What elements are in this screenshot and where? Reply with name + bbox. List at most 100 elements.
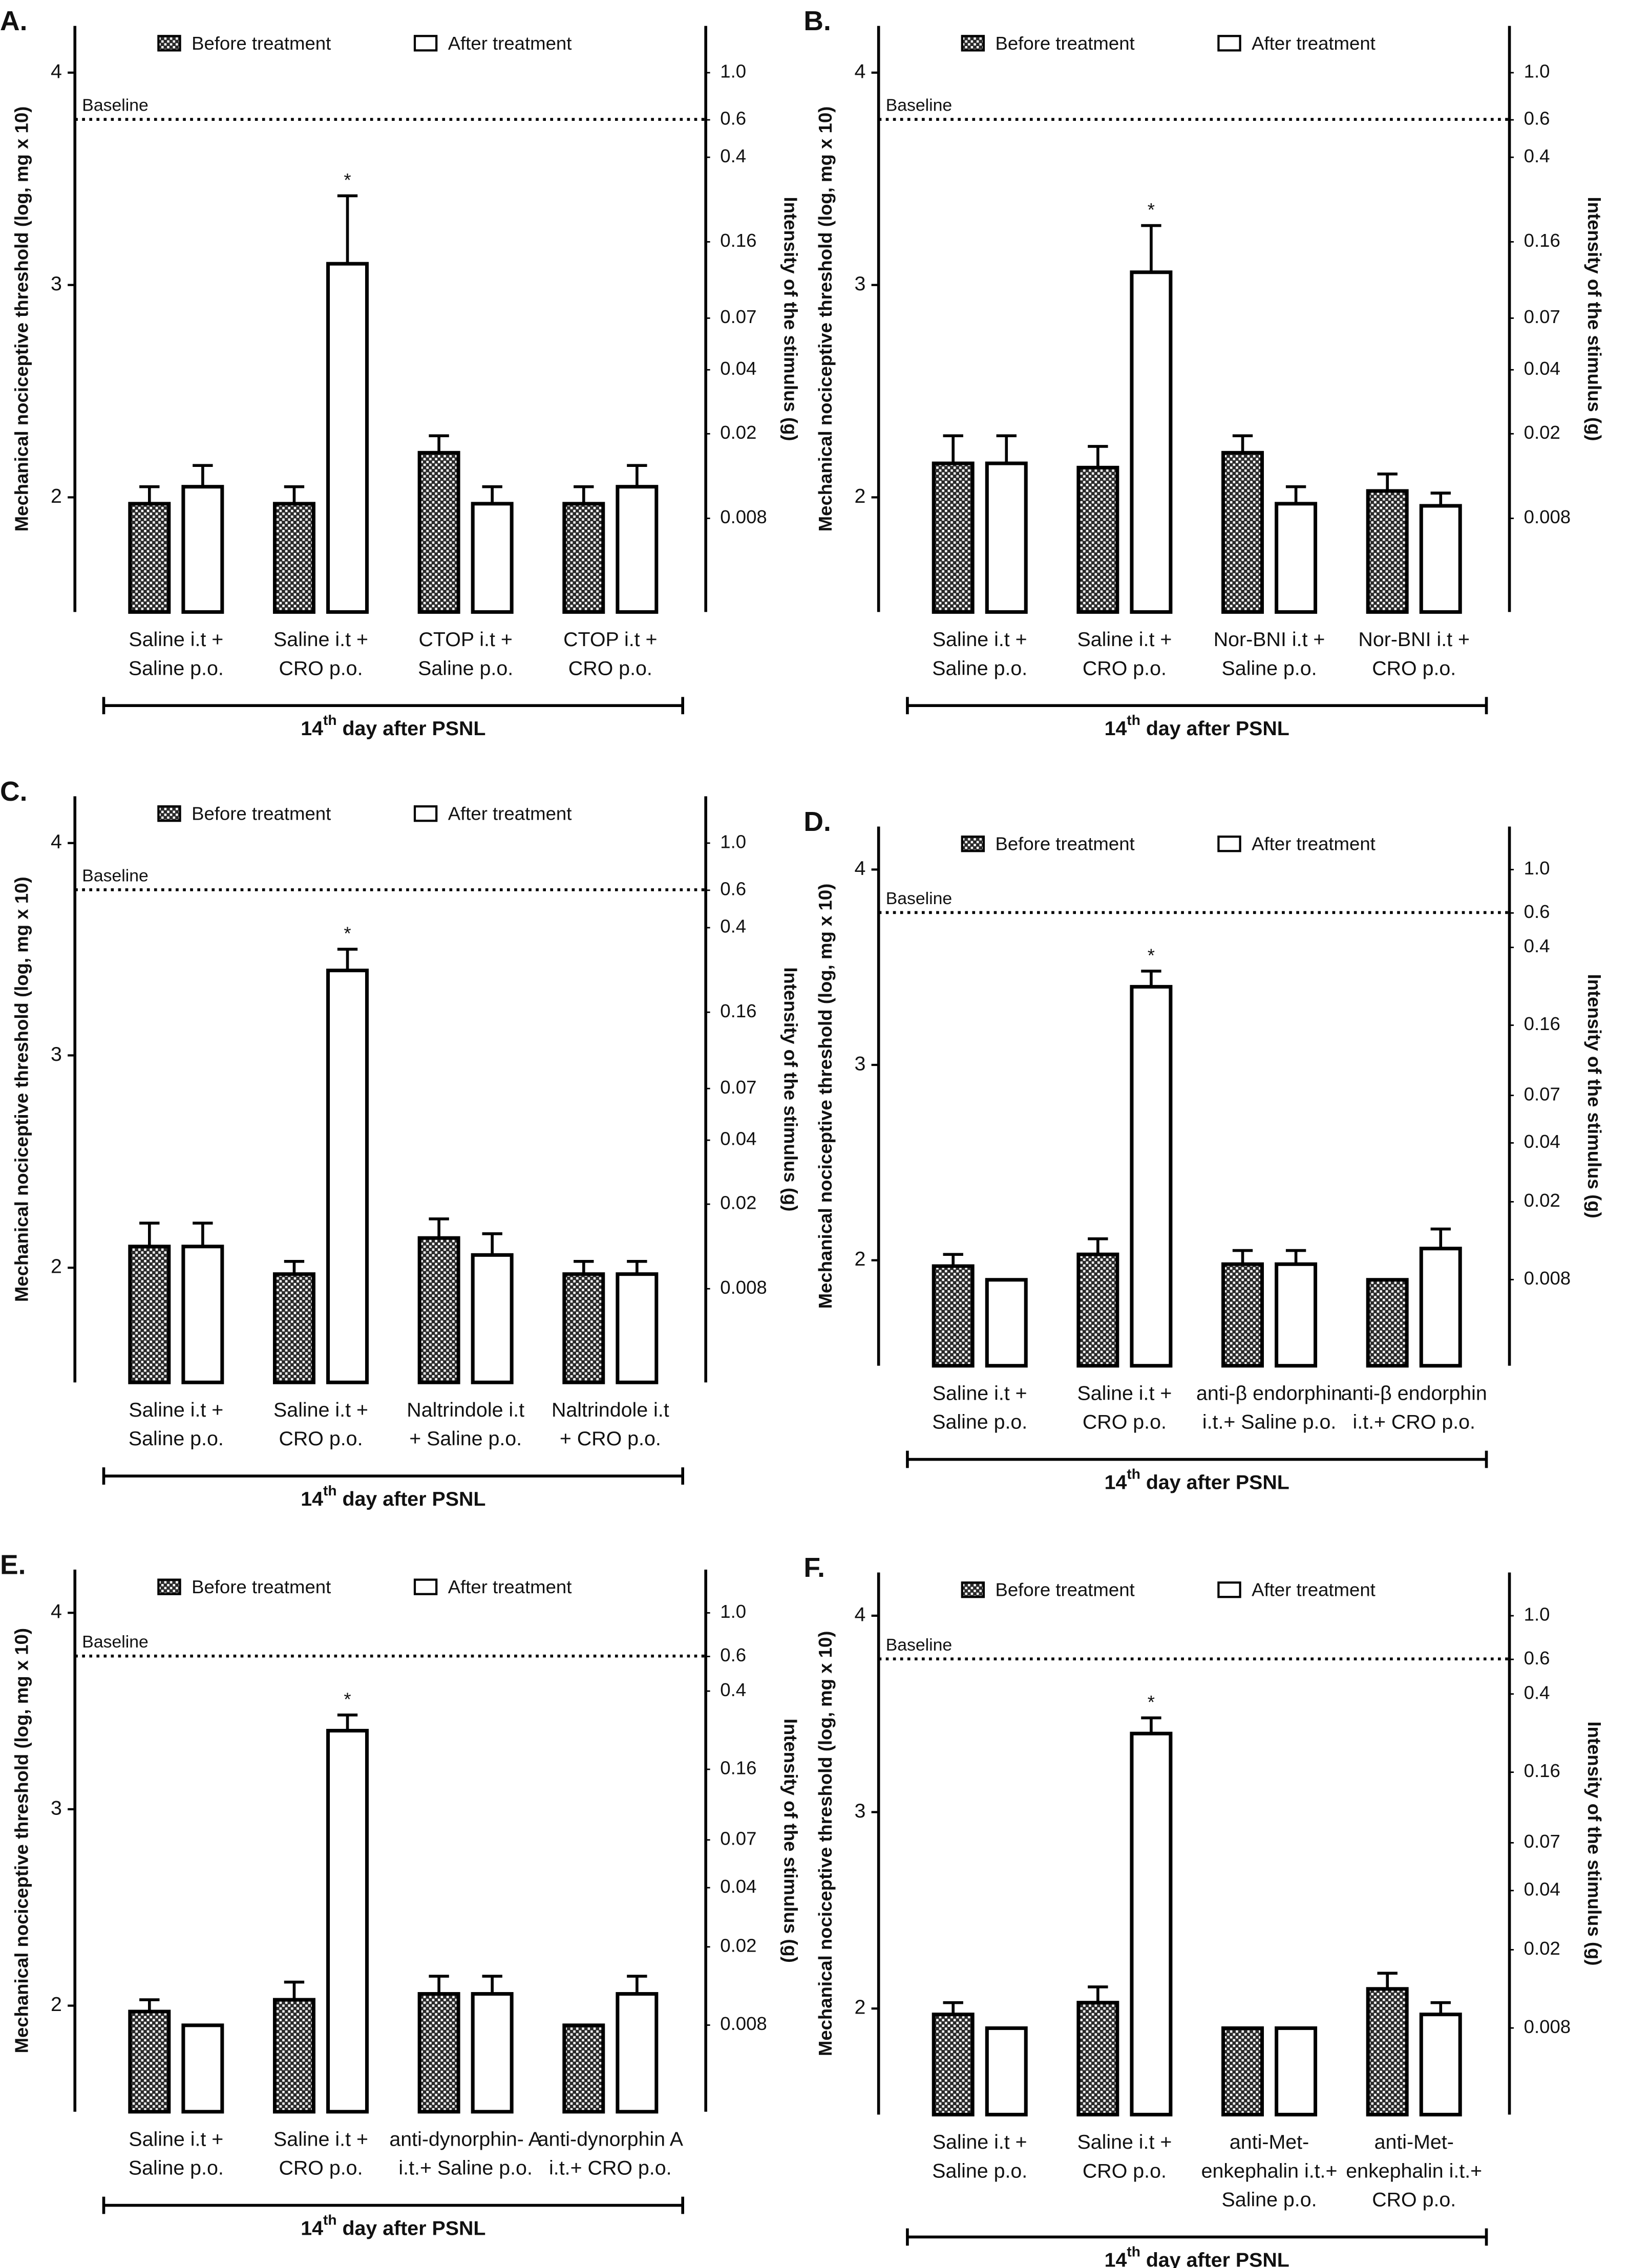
bar — [1366, 489, 1409, 614]
y2-tick-label: 0.02 — [1524, 1190, 1560, 1211]
bar — [1275, 1262, 1318, 1368]
y2-axis-label: Intensity of the stimulus (g) — [1584, 974, 1605, 1218]
y2-tick-label: 0.02 — [720, 1935, 756, 1956]
legend-label: After treatment — [448, 803, 572, 824]
legend-swatch — [413, 1578, 438, 1595]
bar — [272, 502, 315, 614]
y2-tick-label: 1.0 — [1524, 858, 1550, 879]
y2-tick-label: 0.16 — [1524, 1760, 1560, 1781]
y-tick-label: 3 — [854, 1800, 865, 1822]
baseline-label: Baseline — [886, 889, 952, 908]
legend-swatch — [1217, 35, 1241, 52]
x-tick-label: Saline p.o. — [418, 657, 513, 679]
bar — [1419, 504, 1462, 614]
x-tick-label: Saline p.o. — [1222, 2189, 1317, 2211]
x-axis-label-text: day after PSNL — [1140, 2249, 1289, 2268]
x-tick-label: Saline i.t + — [933, 628, 1027, 651]
bar — [932, 461, 975, 614]
x-axis-label-suffix: th — [1127, 2244, 1140, 2260]
baseline-label: Baseline — [82, 866, 148, 886]
x-tick-label: Saline p.o. — [1222, 657, 1317, 679]
significance-marker: * — [344, 1688, 351, 1709]
significance-marker: * — [344, 923, 351, 944]
legend-label: Before treatment — [995, 33, 1134, 54]
x-tick-label: Nor-BNI i.t + — [1214, 628, 1325, 651]
legend-label: Before treatment — [192, 33, 331, 54]
panel: C. Before treatment After treatment 2 3 4 1.0 0… — [0, 777, 801, 1510]
legend-swatch — [157, 35, 181, 52]
x-axis-label: 14th day after PSNL — [1105, 2244, 1289, 2268]
bar — [181, 1245, 224, 1384]
y2-tick-label: 1.0 — [720, 61, 746, 82]
panel: B. Before treatment After treatment 2 3 4 1.0 0… — [803, 6, 1605, 740]
x-tick-label: anti-Met- — [1374, 2131, 1454, 2153]
x-axis-label-number: 14 — [1105, 2249, 1127, 2268]
x-tick-label: Naltrindole i.t — [552, 1399, 669, 1421]
x-tick-label: Saline i.t + — [1077, 2131, 1172, 2153]
significance-marker: * — [344, 169, 351, 190]
bar — [417, 1992, 460, 2114]
y2-tick-label: 0.02 — [1524, 422, 1560, 443]
y-tick-label: 3 — [51, 1043, 62, 1065]
x-axis-label: 14th day after PSNL — [301, 1483, 485, 1510]
y2-tick-label: 0.07 — [1524, 1083, 1560, 1104]
bar — [1130, 1731, 1173, 2116]
x-axis-label-number: 14 — [1105, 1471, 1127, 1494]
y2-tick-label: 0.07 — [720, 1828, 756, 1849]
y2-tick-label: 0.4 — [720, 145, 746, 166]
y-tick-label: 2 — [51, 485, 62, 507]
x-tick-label: anti-β endorphin — [1341, 1382, 1487, 1404]
x-tick-label: Saline i.t + — [1077, 1382, 1172, 1404]
x-tick-label: Saline p.o. — [932, 1411, 1027, 1433]
x-axis-label-number: 14 — [1105, 717, 1127, 740]
bar — [128, 1245, 171, 1384]
x-tick-label: CRO p.o. — [279, 2157, 363, 2179]
legend-label: After treatment — [448, 33, 572, 54]
panel-label: C. — [0, 777, 27, 807]
y2-tick-label: 1.0 — [720, 1601, 746, 1622]
x-tick-label: CRO p.o. — [1083, 657, 1167, 679]
panel: E. Before treatment After treatment 2 3 4 1.0 0… — [0, 1550, 801, 2239]
bar — [985, 461, 1028, 614]
y2-tick-label: 0.4 — [720, 1679, 746, 1700]
baseline-label: Baseline — [82, 96, 148, 115]
x-tick-label: Saline i.t + — [273, 2128, 368, 2150]
x-tick-label: Saline i.t + — [129, 1399, 223, 1421]
y2-tick-label: 0.008 — [720, 2013, 767, 2034]
bar — [562, 1272, 605, 1384]
x-tick-label: enkephalin i.t.+ — [1201, 2159, 1338, 2182]
y-tick-label: 2 — [51, 1255, 62, 1278]
bar — [562, 502, 605, 614]
y-tick-label: 4 — [854, 60, 865, 82]
y2-tick-label: 0.04 — [720, 1876, 756, 1897]
y2-tick-label: 0.07 — [720, 1077, 756, 1098]
x-tick-label: Saline i.t + — [129, 2128, 223, 2150]
bar — [326, 1728, 369, 2114]
y2-tick-label: 1.0 — [720, 831, 746, 852]
y-tick-label: 3 — [854, 1052, 865, 1075]
bar — [272, 1272, 315, 1384]
bar — [1419, 1247, 1462, 1368]
x-axis-label-suffix: th — [323, 1483, 337, 1499]
bar — [562, 2023, 605, 2114]
bar — [1076, 1252, 1119, 1368]
x-axis-label-number: 14 — [301, 2217, 323, 2240]
y-axis-label: Mechanical nociceptive threshold (log, m… — [815, 884, 836, 1309]
bar — [1130, 985, 1173, 1368]
x-axis-label-suffix: th — [323, 2212, 337, 2228]
x-tick-label: Nor-BNI i.t + — [1358, 628, 1470, 651]
y2-tick-label: 0.4 — [1524, 1682, 1550, 1703]
bar — [616, 485, 659, 614]
y2-tick-label: 0.6 — [720, 879, 746, 900]
legend-label: After treatment — [448, 1576, 572, 1597]
y2-tick-label: 0.04 — [720, 1128, 756, 1149]
x-tick-label: anti-Met- — [1230, 2131, 1309, 2153]
y2-tick-label: 0.008 — [1524, 1268, 1571, 1289]
y2-axis-label: Intensity of the stimulus (g) — [780, 1719, 801, 1963]
x-tick-label: + CRO p.o. — [560, 1427, 661, 1450]
panel: F. Before treatment After treatment 2 3 4 1.0 0… — [803, 1553, 1605, 2268]
x-axis-label-text: day after PSNL — [1140, 1471, 1289, 1494]
y2-tick-label: 1.0 — [1524, 61, 1550, 82]
legend-swatch — [157, 805, 181, 822]
x-tick-label: CRO p.o. — [1372, 2189, 1456, 2211]
